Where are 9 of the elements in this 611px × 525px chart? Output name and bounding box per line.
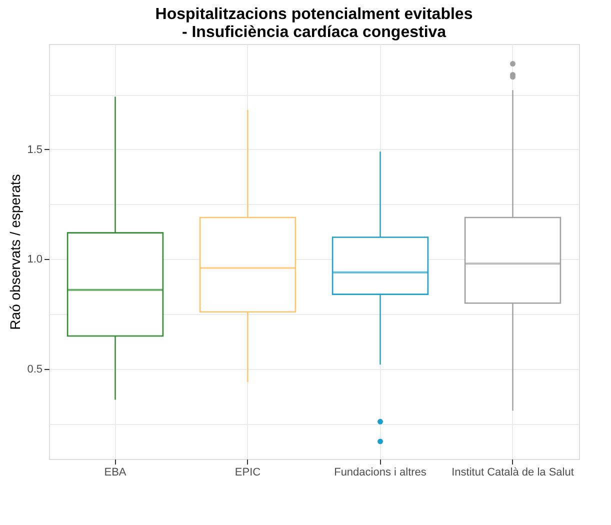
- x-tick-label: EBA: [104, 466, 127, 478]
- y-tick-label: 1.5: [27, 144, 42, 156]
- x-tick-label: Institut Català de la Salut: [452, 466, 574, 478]
- x-tick-label: EPIC: [234, 466, 261, 478]
- y-axis-title: Raó observats / esperats: [7, 174, 24, 330]
- chart-title: Hospitalitzacions potencialment evitables - Insuficiència cardíaca congestiva: [155, 6, 473, 41]
- y-tick-label: 1.0: [27, 254, 42, 266]
- x-tick-label: Fundacions i altres: [334, 466, 427, 478]
- y-tick-label: 0.5: [27, 363, 42, 376]
